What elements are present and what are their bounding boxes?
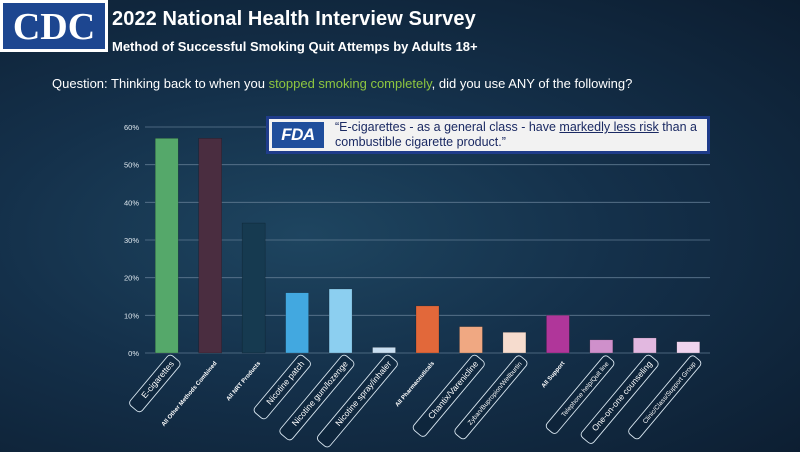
question-highlight: stopped smoking completely	[268, 76, 432, 91]
y-tick-label: 30%	[124, 236, 139, 245]
quote-part2: than a combustible cigarette product.”	[335, 120, 697, 149]
page-subtitle: Method of Successful Smoking Quit Attemp…	[112, 39, 478, 54]
x-tick-label-box	[129, 354, 181, 413]
x-tick-label-box	[454, 355, 528, 440]
svg-text:All NRT Products: All NRT Products	[226, 360, 263, 402]
bar	[633, 337, 657, 354]
x-tick-label-box	[412, 354, 485, 437]
x-tick-label-box	[279, 354, 355, 441]
bar	[328, 288, 353, 354]
svg-text:Nicotine patch: Nicotine patch	[264, 359, 306, 407]
bar	[589, 339, 614, 354]
y-tick-label: 50%	[124, 161, 139, 170]
question-suffix: , did you use ANY of the following?	[431, 76, 633, 91]
bar	[415, 305, 440, 354]
y-tick-label: 60%	[124, 123, 139, 132]
svg-text:All Support: All Support	[541, 361, 566, 390]
svg-text:All Pharmaceuticals: All Pharmaceuticals	[395, 360, 437, 408]
bar	[676, 341, 701, 354]
bar	[198, 138, 222, 354]
bar	[154, 138, 179, 354]
x-tick-label: All Support	[541, 361, 566, 390]
fda-badge: FDA	[272, 122, 324, 148]
page-title: 2022 National Health Interview Survey	[112, 8, 476, 30]
x-tick-label-box	[316, 354, 398, 448]
svg-text:E-cigarettes: E-cigarettes	[139, 359, 176, 400]
quote-part1: “E-cigarettes - as a general class - hav…	[335, 120, 560, 134]
x-tick-label: All Pharmaceuticals	[395, 360, 437, 408]
x-tick-label: Nicotine spray/inhaler	[316, 354, 398, 448]
fda-quote-box: FDA “E-cigarettes - as a general class -…	[266, 116, 710, 154]
y-tick-label: 20%	[124, 274, 139, 283]
y-tick-label: 10%	[124, 311, 139, 320]
survey-question: Question: Thinking back to when you stop…	[52, 76, 632, 91]
cdc-logo-text: CDC	[13, 6, 95, 48]
x-tick-label-box	[628, 355, 702, 440]
x-tick-label-box	[545, 355, 615, 434]
bar	[241, 222, 266, 354]
y-tick-label: 40%	[124, 198, 139, 207]
x-tick-label-box	[253, 354, 311, 420]
x-tick-label: E-cigarettes	[129, 354, 181, 413]
bar	[459, 326, 483, 354]
bar	[285, 292, 309, 354]
bar	[502, 332, 527, 354]
cdc-logo: CDC	[0, 0, 108, 52]
bar	[372, 347, 396, 354]
y-tick-label: 0%	[128, 349, 139, 358]
x-tick-label: One-on-one counseling	[580, 354, 659, 444]
quote-underlined: markedly less risk	[559, 120, 659, 134]
x-tick-label: All NRT Products	[226, 360, 263, 402]
bar	[546, 315, 570, 354]
fda-quote-text: “E-cigarettes - as a general class - hav…	[335, 120, 705, 150]
question-prefix: Question: Thinking back to when you	[52, 76, 269, 91]
x-tick-label-box	[580, 354, 659, 444]
